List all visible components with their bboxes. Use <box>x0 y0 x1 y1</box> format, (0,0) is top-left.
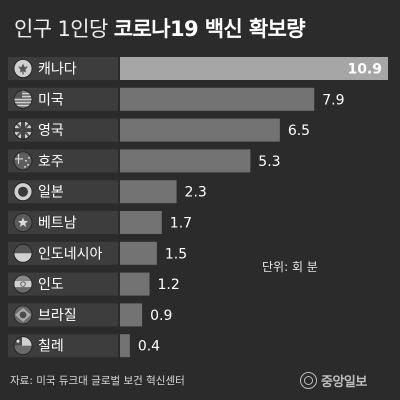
category-label: 일본 <box>38 185 64 201</box>
bar <box>120 180 177 204</box>
canada-flag-icon <box>13 59 33 78</box>
japan-flag-icon <box>13 182 33 202</box>
bar-row: 일본 2.3 <box>8 180 207 204</box>
bar <box>120 241 157 265</box>
category-label-box <box>8 211 118 234</box>
bar-row: 칠레 0.4 <box>8 334 160 358</box>
bar-value-label: 1.5 <box>165 246 187 262</box>
indonesia-flag-icon <box>13 243 33 263</box>
logo-mark-icon <box>300 371 317 389</box>
category-label-box <box>8 334 118 358</box>
vietnam-flag-icon <box>13 213 33 232</box>
bar-value-label: 6.5 <box>288 123 310 139</box>
bar-row: 호주 5.3 <box>8 149 281 173</box>
category-label: 브라질 <box>38 308 77 324</box>
bar-row: 인도 1.2 <box>8 272 180 296</box>
category-label-box <box>8 241 118 265</box>
bar-value-label: 5.3 <box>258 154 280 170</box>
category-label: 호주 <box>38 154 64 170</box>
bar-row: 캐나다 10.9 <box>8 57 388 80</box>
category-label-box <box>8 180 118 204</box>
bar <box>120 149 251 173</box>
bar <box>120 303 143 327</box>
bar-value-label: 10.9 <box>347 62 382 78</box>
category-label: 베트남 <box>38 216 77 232</box>
bar <box>120 87 315 111</box>
uk-flag-icon <box>13 120 33 140</box>
category-label: 미국 <box>38 92 64 108</box>
bar-value-label: 7.9 <box>322 92 344 108</box>
category-label-box <box>8 149 118 173</box>
usa-flag-icon <box>13 89 33 109</box>
category-label-box <box>8 57 118 80</box>
chile-flag-icon <box>13 336 33 356</box>
brazil-flag-icon <box>13 305 33 325</box>
category-label: 캐나다 <box>38 62 77 78</box>
bar-row: 미국 7.9 <box>8 87 345 111</box>
category-label: 영국 <box>38 123 64 139</box>
unit-label: 단위: 회 분 <box>262 260 318 274</box>
bar-value-label: 0.9 <box>150 308 172 324</box>
chart-title-bold: 코로나19 백신 확보량 <box>113 17 306 41</box>
category-label-box <box>8 118 118 142</box>
source-note: 자료: 미국 듀크대 글로벌 보건 혁신센터 <box>10 375 185 387</box>
bar <box>120 334 130 358</box>
category-label-box <box>8 303 118 327</box>
chart-title: 인구 1인당 코로나19 백신 확보량 <box>14 12 386 46</box>
category-label: 칠레 <box>38 339 64 355</box>
bar-row: 베트남 1.7 <box>8 211 192 234</box>
bar-value-label: 1.2 <box>158 277 180 293</box>
bar <box>120 118 280 142</box>
bar-value-label: 1.7 <box>170 216 192 232</box>
bar-row: 영국 6.5 <box>8 118 310 142</box>
publisher-logo: 중앙일보 <box>300 369 367 391</box>
bar-row: 브라질 0.9 <box>8 303 172 327</box>
category-label: 인도네시아 <box>38 246 103 262</box>
logo-text: 중앙일보 <box>321 374 367 390</box>
bar <box>120 57 388 80</box>
category-label: 인도 <box>38 277 64 293</box>
bar <box>120 211 162 234</box>
bar-row: 인도네시아 1.5 <box>8 241 187 265</box>
australia-flag-icon <box>13 151 33 171</box>
bar-value-label: 2.3 <box>185 185 207 201</box>
india-flag-icon <box>13 274 33 294</box>
bar <box>120 272 150 296</box>
chart-title-light: 인구 1인당 <box>14 17 108 41</box>
category-label-box <box>8 87 118 111</box>
bar-value-label: 0.4 <box>138 339 160 355</box>
category-label-box <box>8 272 118 296</box>
